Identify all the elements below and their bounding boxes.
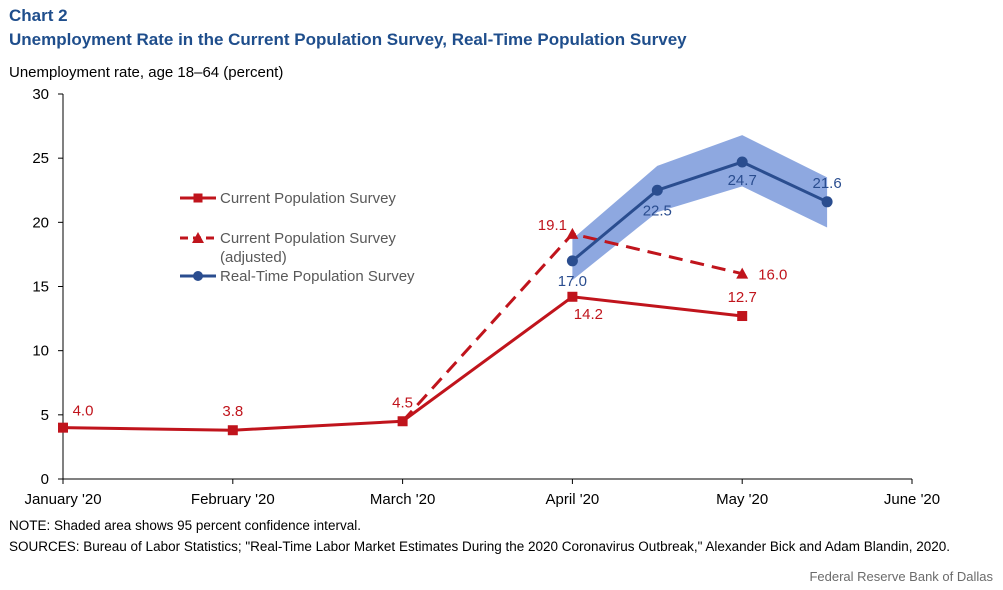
triangle-point-marker <box>736 267 749 279</box>
x-tick-label: January '20 <box>24 491 101 508</box>
legend-label-continued: (adjusted) <box>220 249 287 266</box>
x-tick-label: February '20 <box>191 491 275 508</box>
legend-label: Current Population Survey <box>220 230 396 247</box>
data-label: 14.2 <box>574 306 603 323</box>
x-tick-label: June '20 <box>884 491 940 508</box>
square-point-marker <box>227 425 238 436</box>
series-line-2 <box>571 160 828 262</box>
data-label: 19.1 <box>538 217 567 234</box>
legend-entry-1: Current Population Survey (adjusted) <box>180 230 396 266</box>
y-tick-label: 25 <box>32 150 49 167</box>
data-label: 3.8 <box>222 403 243 420</box>
data-label: 21.6 <box>812 175 841 192</box>
square-point-marker <box>567 291 578 302</box>
data-label: 17.0 <box>558 273 587 290</box>
square-point-marker <box>737 311 748 322</box>
legend-triangle-marker <box>192 232 204 243</box>
data-labels: 4.0 3.8 4.5 14.2 12.7 19.1 16.0 17.0 22.5 24.7 21.… <box>73 172 842 420</box>
chart-title: Unemployment Rate in the Current Populat… <box>9 30 687 49</box>
credit-text: Federal Reserve Bank of Dallas <box>809 569 993 584</box>
circle-point-marker <box>651 184 663 196</box>
data-label: 4.5 <box>392 394 413 411</box>
confidence-band-layer <box>572 135 828 281</box>
data-label: 24.7 <box>728 172 757 189</box>
legend-entry-0: Current Population Survey <box>180 190 396 207</box>
y-tick-label: 20 <box>32 214 49 231</box>
y-tick-label: 30 <box>32 86 49 103</box>
sources-text: SOURCES: Bureau of Labor Statistics; "Re… <box>9 539 951 554</box>
y-tick-label: 15 <box>32 279 49 296</box>
y-tick-label: 0 <box>41 471 49 488</box>
series-layer <box>58 156 833 436</box>
axes: 0 5 10 15 20 25 30 January '20 February '20 March… <box>24 86 940 508</box>
data-label: 4.0 <box>73 403 94 420</box>
circle-point-marker <box>566 255 578 267</box>
y-axis-label: Unemployment rate, age 18–64 (percent) <box>9 64 284 81</box>
note-text: NOTE: Shaded area shows 95 percent confi… <box>9 518 361 533</box>
x-tick-label: April '20 <box>546 491 600 508</box>
legend-label: Current Population Survey <box>220 190 396 207</box>
chart-number: Chart 2 <box>9 6 68 25</box>
x-tick-label: May '20 <box>716 491 768 508</box>
square-point-marker <box>58 422 68 433</box>
y-tick-label: 10 <box>32 343 49 360</box>
circle-point-marker <box>821 196 833 208</box>
circle-point-marker <box>736 156 748 168</box>
data-label: 22.5 <box>643 202 672 219</box>
legend-label: Real-Time Population Survey <box>220 268 415 285</box>
confidence-interval-band <box>572 135 828 281</box>
legend-square-marker <box>193 193 203 203</box>
y-tick-label: 5 <box>41 407 49 424</box>
triangle-point-marker <box>566 227 579 239</box>
legend-entry-2: Real-Time Population Survey <box>180 268 415 285</box>
data-label: 12.7 <box>728 289 757 306</box>
legend-circle-marker <box>193 271 203 281</box>
data-label: 16.0 <box>758 267 787 284</box>
x-tick-label: March '20 <box>370 491 435 508</box>
